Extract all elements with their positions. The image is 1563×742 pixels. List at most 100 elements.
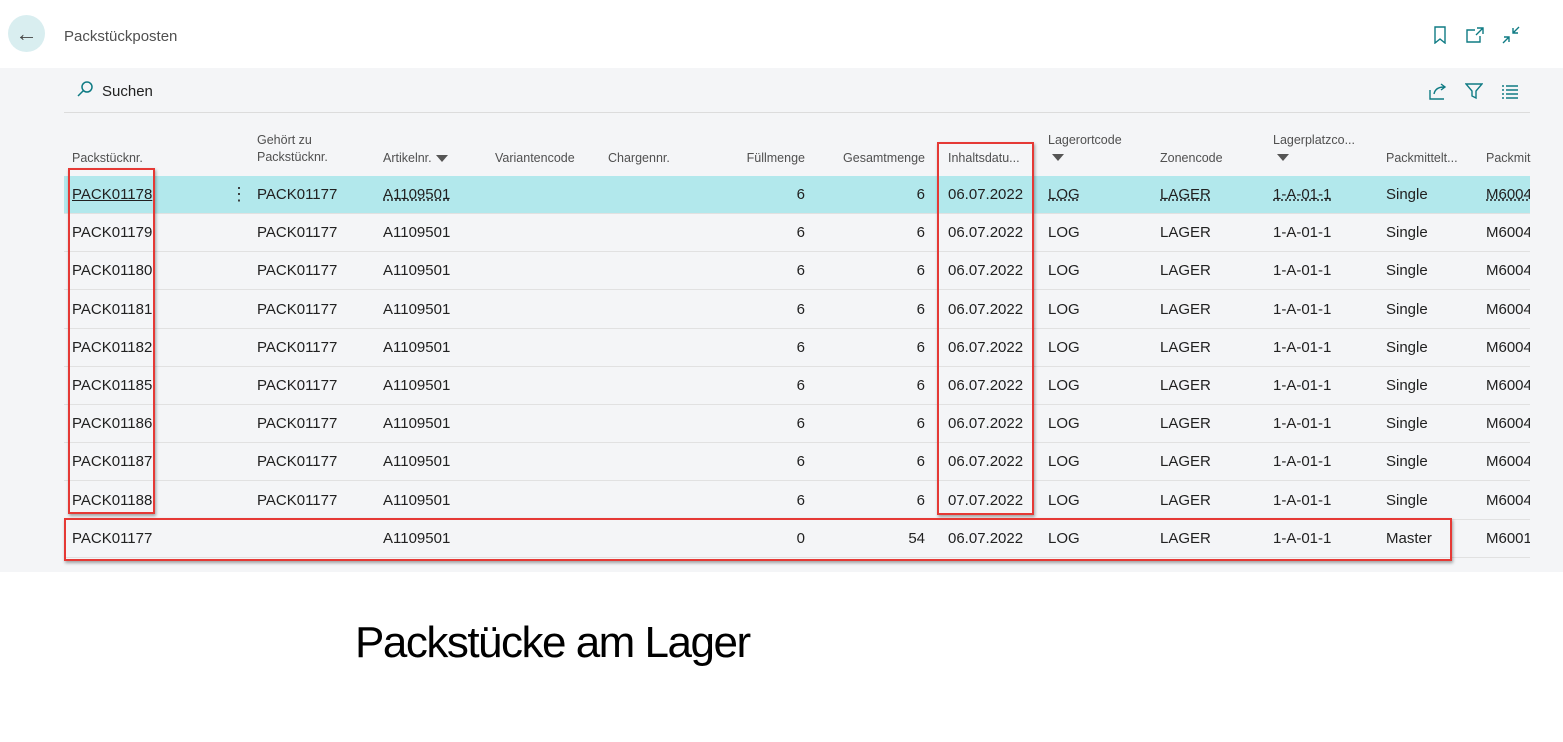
cell: 6 (916, 300, 925, 318)
column-header[interactable]: Artikelnr. (383, 150, 448, 167)
table-row[interactable]: PACK01185 PACK01177 A1109501 6 6 06.07.2022 LO… (64, 367, 1530, 405)
cell: 1-A-01-1 (1273, 453, 1332, 471)
table-row[interactable]: PACK01178 PACK01177 A1109501 6 6 06.07.2022 LO… (64, 176, 1530, 214)
column-header[interactable]: Packstücknr. (72, 150, 143, 167)
cell: 6 (796, 186, 805, 203)
cell: M6004 (1486, 224, 1530, 242)
bookmark-icon[interactable] (1430, 24, 1450, 46)
column-header[interactable]: Variantencode (495, 150, 575, 167)
column-header[interactable]: Lagerortcode (1048, 132, 1122, 166)
cell: 1-A-01-1 (1273, 529, 1332, 547)
page-title: Packstückposten (64, 28, 178, 45)
cell[interactable]: PACK01187 (72, 453, 153, 471)
cell: M6004 (1486, 415, 1530, 433)
cell: LAGER (1160, 453, 1211, 471)
column-header-label: Chargennr. (608, 151, 670, 165)
cell: Single (1386, 262, 1428, 280)
divider (64, 112, 1530, 113)
cell: LAGER (1160, 338, 1211, 356)
cell: PACK01177 (257, 491, 338, 509)
filter-icon[interactable] (1463, 80, 1485, 102)
cell: PACK01177 (257, 300, 338, 318)
cell: M6004 (1486, 262, 1530, 280)
cell: LAGER (1160, 491, 1211, 509)
column-header-label: Lagerortcode (1048, 133, 1122, 147)
cell[interactable]: PACK01179 (72, 224, 153, 242)
cell[interactable]: PACK01178 (72, 186, 153, 203)
cell[interactable]: PACK01186 (72, 415, 153, 433)
cell: LAGER (1160, 377, 1211, 394)
column-header-label: Packstücknr. (72, 151, 143, 165)
search-icon (76, 80, 94, 103)
cell: A1109501 (383, 453, 451, 471)
cell[interactable]: PACK01177 (72, 529, 153, 547)
column-header[interactable]: Lagerplatzco... (1273, 132, 1355, 166)
cell: LOG (1048, 224, 1080, 242)
column-header[interactable]: Inhaltsdatu... (948, 150, 1020, 167)
cell[interactable]: PACK01181 (72, 300, 153, 318)
table-row[interactable]: PACK01182 PACK01177 A1109501 6 6 06.07.2022 LO… (64, 329, 1530, 367)
table-row[interactable]: PACK01179 PACK01177 A1109501 6 6 06.07.2022 LO… (64, 214, 1530, 253)
table-row[interactable]: PACK01188 PACK01177 A1109501 6 6 07.07.2022 LO… (64, 482, 1530, 520)
cell[interactable]: PACK01180 (72, 262, 153, 280)
cell: 6 (796, 453, 805, 471)
column-header-label: Artikelnr. (383, 151, 432, 165)
cell: 6 (916, 224, 925, 242)
cell: M6004 (1486, 377, 1530, 394)
column-header[interactable]: Füllmenge (685, 150, 805, 167)
cell: LAGER (1160, 262, 1211, 280)
cell: Single (1386, 491, 1428, 509)
cell: A1109501 (383, 186, 451, 203)
cell: A1109501 (383, 491, 451, 509)
back-button[interactable]: ← (8, 15, 45, 52)
cell: Single (1386, 300, 1428, 318)
cell: 1-A-01-1 (1273, 224, 1332, 242)
cell: 6 (916, 377, 925, 394)
collapse-icon[interactable] (1501, 24, 1521, 46)
column-header-label: Gesamtmenge (843, 151, 925, 165)
column-filter-icon[interactable] (435, 155, 448, 163)
cell: 07.07.2022 (948, 491, 1024, 509)
annotation-box-package-numbers (68, 168, 155, 514)
cell[interactable]: PACK01188 (72, 491, 153, 509)
column-header[interactable]: Packmittelt... (1386, 150, 1458, 167)
list-view-icon[interactable] (1499, 80, 1521, 102)
cell: 6 (796, 300, 805, 318)
cell: LAGER (1160, 186, 1211, 203)
table-row[interactable]: PACK01177 A1109501 0 54 06.07.2022 LOG LAGER 1-… (64, 520, 1530, 558)
column-header[interactable]: Gesamtmenge (805, 150, 925, 167)
column-header-label: Packmittelt... (1386, 151, 1458, 165)
cell: PACK01177 (257, 415, 338, 433)
search-button[interactable]: Suchen (76, 80, 153, 103)
cell: PACK01177 (257, 224, 338, 242)
cell: LOG (1048, 415, 1080, 433)
column-filter-icon[interactable] (1052, 154, 1064, 162)
table-row[interactable]: PACK01186 PACK01177 A1109501 6 6 06.07.2022 LO… (64, 405, 1530, 444)
cell: 6 (916, 338, 925, 356)
share-icon[interactable] (1427, 80, 1449, 102)
cell[interactable]: PACK01182 (72, 338, 153, 356)
column-header[interactable]: Zonencode (1160, 150, 1223, 167)
column-header[interactable]: Packmit (1486, 150, 1530, 167)
row-actions-menu-icon[interactable]: ⋮ (230, 184, 248, 204)
cell: Single (1386, 224, 1428, 242)
table-row[interactable]: PACK01181 PACK01177 A1109501 6 6 06.07.2022 LO… (64, 291, 1530, 329)
cell: A1109501 (383, 224, 451, 242)
cell: 1-A-01-1 (1273, 377, 1332, 394)
cell: 06.07.2022 (948, 415, 1024, 433)
cell[interactable]: PACK01185 (72, 377, 153, 394)
cell: LAGER (1160, 529, 1211, 547)
cell: Single (1386, 453, 1428, 471)
column-header[interactable]: Gehört zu Packstücknr. (257, 132, 328, 166)
column-header[interactable]: Chargennr. (608, 150, 670, 167)
arrow-left-icon: ← (15, 20, 38, 46)
cell: 6 (796, 415, 805, 433)
open-new-window-icon[interactable] (1465, 24, 1485, 46)
column-header-label: Inhaltsdatu... (948, 151, 1020, 165)
cell: M6004 (1486, 338, 1530, 356)
column-filter-icon[interactable] (1277, 154, 1289, 162)
cell: M6004 (1486, 186, 1530, 203)
cell: LOG (1048, 262, 1080, 280)
table-row[interactable]: PACK01180 PACK01177 A1109501 6 6 06.07.2022 LO… (64, 252, 1530, 291)
table-row[interactable]: PACK01187 PACK01177 A1109501 6 6 06.07.2022 LO… (64, 443, 1530, 482)
